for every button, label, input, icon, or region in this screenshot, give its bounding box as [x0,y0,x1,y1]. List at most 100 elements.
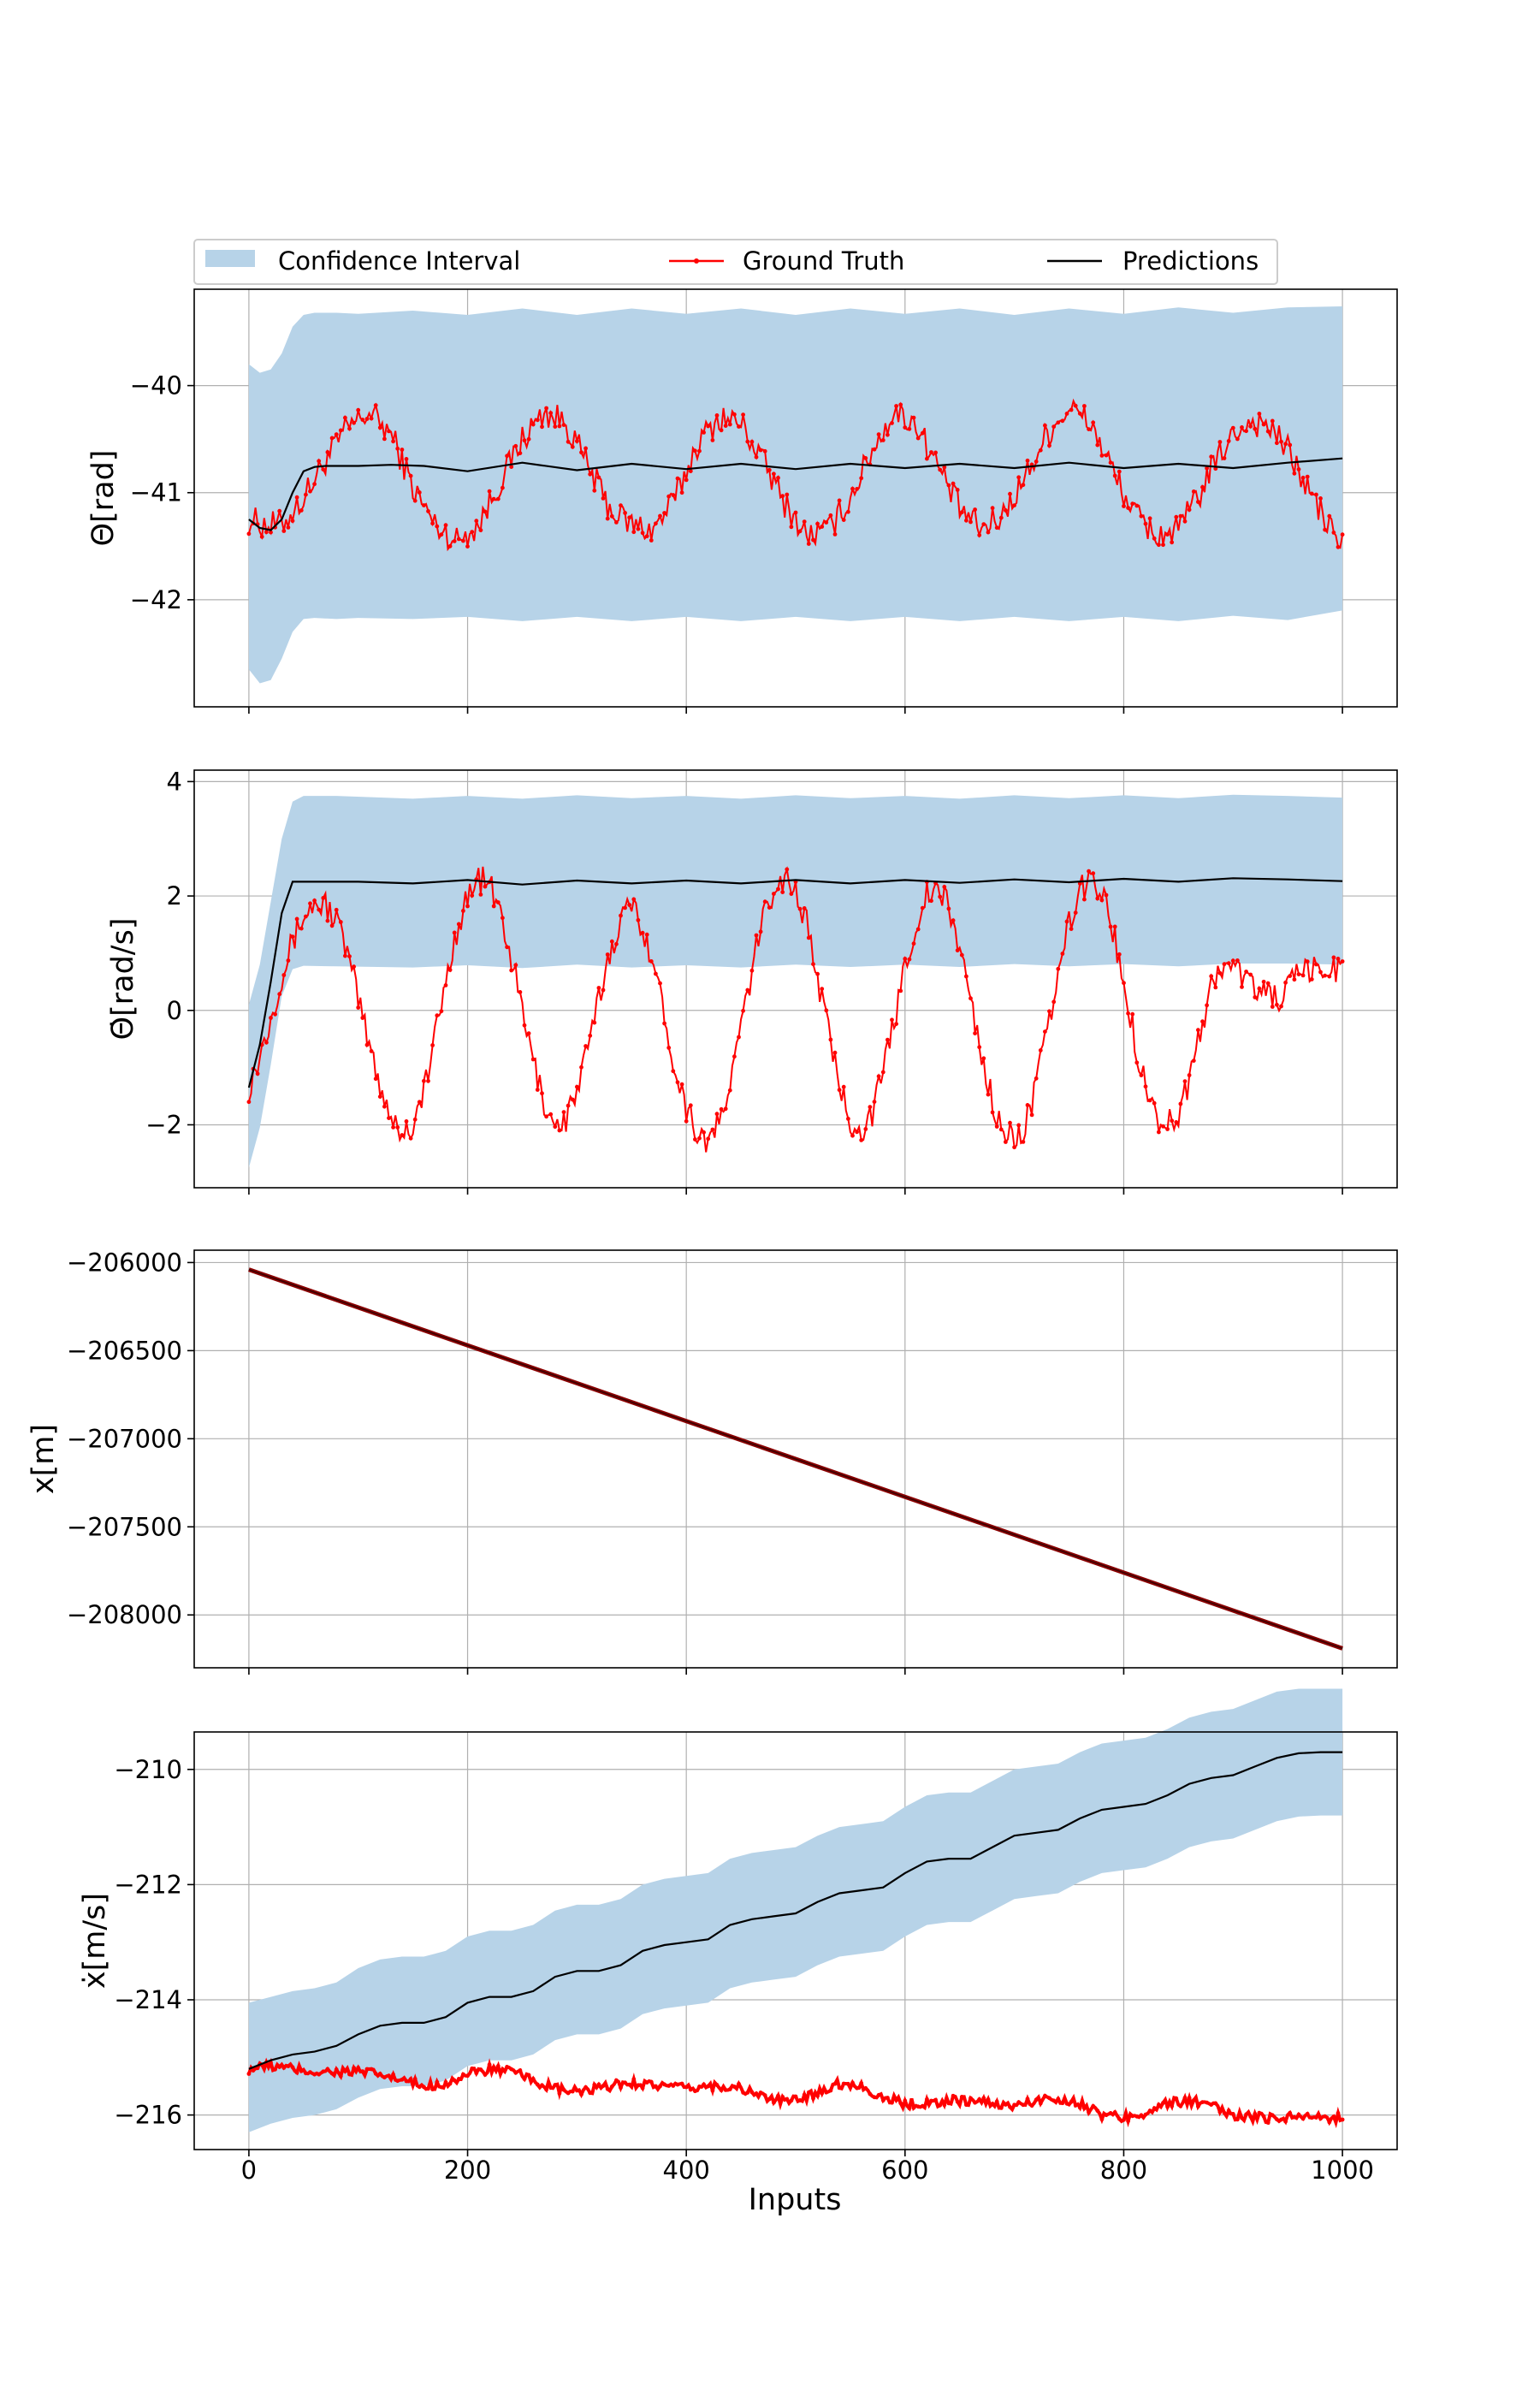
x-dot-ground-truth-point [658,2084,662,2089]
x-dot-ground-truth-point [732,2085,737,2089]
theta-ground-truth-point [487,489,492,494]
x-dot-ground-truth-point [758,2091,763,2095]
theta-ground-truth-point [946,483,951,488]
x-dot-ground-truth-point [1095,2108,1100,2114]
theta-ground-truth-point [644,534,649,538]
x-dot-ground-truth-point [907,2106,912,2111]
theta-ground-truth-point [391,439,395,444]
theta-ground-truth-point [737,424,741,429]
theta-dot-ground-truth-point [994,1124,999,1129]
theta-dot-ground-truth-point [1288,974,1293,978]
x-dot-ground-truth-point [1222,2110,1227,2115]
theta-dot-ground-truth-point [308,901,312,906]
theta-ground-truth-point [789,525,794,530]
theta-dot-ground-truth-point [1143,1084,1148,1089]
theta-dot-ground-truth-point [286,958,291,963]
theta-dot-ground-truth-point [745,987,750,993]
theta-ground-truth-point [859,476,864,481]
theta-ground-truth-point [491,496,496,501]
x-dot-ground-truth-point [719,2088,724,2093]
theta-ground-truth-point [815,521,820,526]
theta-dot-ground-truth-point [824,1008,829,1013]
theta-ground-truth-point [986,530,991,535]
x-dot-ground-truth-point [1056,2096,1061,2102]
theta-ground-truth-point [1152,536,1157,541]
theta-ground-truth-point [535,418,540,423]
theta-ground-truth-point [1182,519,1188,524]
theta-dot-ground-truth-point [1253,995,1258,999]
theta-ground-truth-point [465,544,470,549]
x-dot-ground-truth-point [994,2099,999,2104]
x-dot-ground-truth-point [981,2096,986,2101]
x-dot-ground-truth-point [443,2079,448,2085]
legend-swatch-ground-truth-marker [694,258,699,264]
theta-dot-ground-truth-point [1082,897,1087,902]
theta-ground-truth-point [1226,439,1231,443]
x-dot-ground-truth-point [294,2070,299,2075]
theta-dot-ground-truth-point [408,1136,413,1141]
x-dot-ground-truth-point [754,2091,759,2096]
theta-ground-truth-point [609,513,614,519]
x-dot-ground-truth-point [609,2085,614,2089]
theta-dot-ground-truth-point [1112,924,1117,929]
x-dot-ground-truth-point [806,2090,811,2095]
theta-dot-ground-truth-point [1165,1127,1170,1131]
x-dot-ground-truth-point [863,2085,868,2091]
x-dot-ground-truth-point [679,2081,684,2086]
theta-ground-truth-point [412,498,418,503]
theta-ground-truth-point [1087,427,1091,431]
x-dot-ground-truth-point [465,2073,470,2079]
theta-dot-ground-truth-point [294,916,299,922]
theta-dot-ground-truth-point [868,1105,873,1109]
x-dot-ground-truth-point [334,2067,339,2072]
theta-dot-ground-truth-point [548,1112,554,1117]
theta-ground-truth-point [920,430,925,436]
x-dot-ground-truth-point [286,2064,291,2069]
x-dot-ground-truth-point [1004,2102,1008,2107]
theta-dot-ground-truth-point [1292,977,1297,982]
x-dot-ground-truth-point [1116,2116,1122,2121]
theta-dot-ground-truth-point [688,1103,693,1108]
x-dot-ground-truth-point [588,2091,593,2096]
x-dot-ground-truth-point [391,2072,395,2077]
x-dot-ground-truth-point [347,2072,352,2077]
theta-dot-ground-truth-point [1275,1002,1279,1007]
theta-ground-truth-point [942,465,947,470]
x-dot-ground-truth-point [452,2078,457,2083]
theta-ground-truth-point [1108,460,1113,466]
theta-dot-ground-truth-point [623,905,627,910]
theta-dot-ground-truth-point [373,1076,378,1082]
theta-ground-truth-point [522,438,527,443]
x-dot-ground-truth-point [387,2073,391,2079]
x-dot-ground-truth-point [1217,2109,1223,2114]
x-dot-ground-truth-point [1309,2115,1314,2120]
theta-ground-truth-point [850,486,855,491]
theta-dot-ground-truth-point [855,1130,859,1135]
theta-ground-truth-point [317,459,322,464]
theta-dot-ground-truth-point [1279,1004,1283,1009]
theta-ground-truth-point [1126,506,1130,510]
theta-dot-ground-truth-point [530,1057,536,1062]
theta-ground-truth-point [1038,448,1043,453]
theta-dot-ground-truth-point [447,968,453,972]
x-dot-ground-truth-point [772,2100,776,2105]
theta-ground-truth-point [876,432,881,436]
x-dot-ground-truth-point [737,2081,741,2086]
theta-dot-ytick-label-2: 0 [167,996,182,1025]
x-tick-label-4: 800 [1100,2156,1147,2185]
theta-dot-ground-truth-point [1265,981,1270,986]
theta-ground-truth-point [321,467,326,471]
theta-dot-ground-truth-point [749,968,755,973]
theta-dot-ground-truth-point [1213,985,1218,990]
theta-ground-truth-point [304,492,308,497]
theta-ytick-label-1: −41 [130,478,182,507]
theta-ground-truth-point [1230,425,1235,430]
theta-ground-truth-point [959,510,964,515]
x-dot-ground-truth-point [1323,2114,1327,2119]
theta-ground-truth-point [903,425,908,430]
x-dot-ground-truth-point [1314,2115,1318,2120]
theta-dot-ground-truth-point [1152,1100,1157,1106]
theta-dot-ground-truth-point [732,1054,737,1059]
theta-dot-ground-truth-point [483,884,488,889]
x-ytick-label-4: −208000 [67,1600,182,1629]
